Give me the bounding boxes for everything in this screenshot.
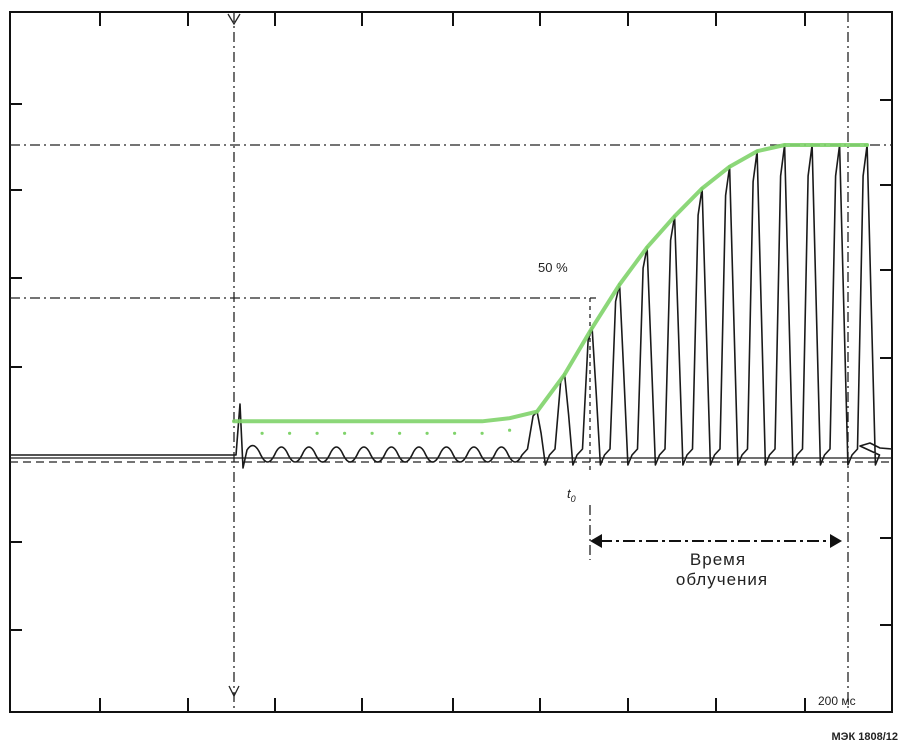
envelope-point [645, 245, 649, 249]
envelope-point [810, 143, 814, 147]
envelope-point [315, 431, 319, 435]
envelope-point [700, 186, 704, 190]
envelope-point [838, 143, 842, 147]
t0-subscript: 0 [571, 494, 576, 504]
envelope-point [563, 372, 567, 376]
envelope-point [508, 428, 512, 432]
envelope-point [755, 149, 759, 153]
signal-trace [10, 144, 893, 469]
envelope-point [590, 326, 594, 330]
envelope-point [535, 410, 539, 414]
envelope-point [728, 165, 732, 169]
envelope-point [783, 143, 787, 147]
envelope-point [673, 214, 677, 218]
envelope-path [232, 143, 870, 424]
envelope-point [343, 431, 347, 435]
t0-symbol: t [567, 486, 572, 501]
envelope-point [288, 431, 292, 435]
figure-id: МЭК 1808/12 [831, 731, 898, 743]
t0-label: t0 [567, 486, 576, 504]
axis-ticks [10, 12, 892, 712]
envelope-point [425, 431, 429, 435]
duration-arrowhead-left [590, 534, 602, 548]
trigger-arrow-top [227, 13, 241, 26]
envelope-point [398, 431, 402, 435]
trigger-arrow-bottom [228, 685, 240, 698]
envelope-point [453, 431, 457, 435]
percent-label: 50 % [538, 260, 568, 275]
duration-label-line1: Время [690, 550, 746, 569]
time-scale-label: 200 мс [818, 694, 856, 708]
plot-frame [9, 11, 893, 713]
duration-marker [590, 534, 842, 548]
envelope-point [480, 431, 484, 435]
envelope-point [618, 282, 622, 287]
envelope-point [370, 431, 374, 435]
envelope-point [260, 431, 264, 435]
duration-label-line2: облучения [676, 570, 768, 589]
trace-path [10, 144, 893, 469]
plot-border [9, 11, 893, 713]
envelope-curve [232, 143, 870, 435]
reference-lines [10, 12, 892, 712]
duration-arrowhead-right [830, 534, 842, 548]
envelope-point [865, 143, 869, 147]
